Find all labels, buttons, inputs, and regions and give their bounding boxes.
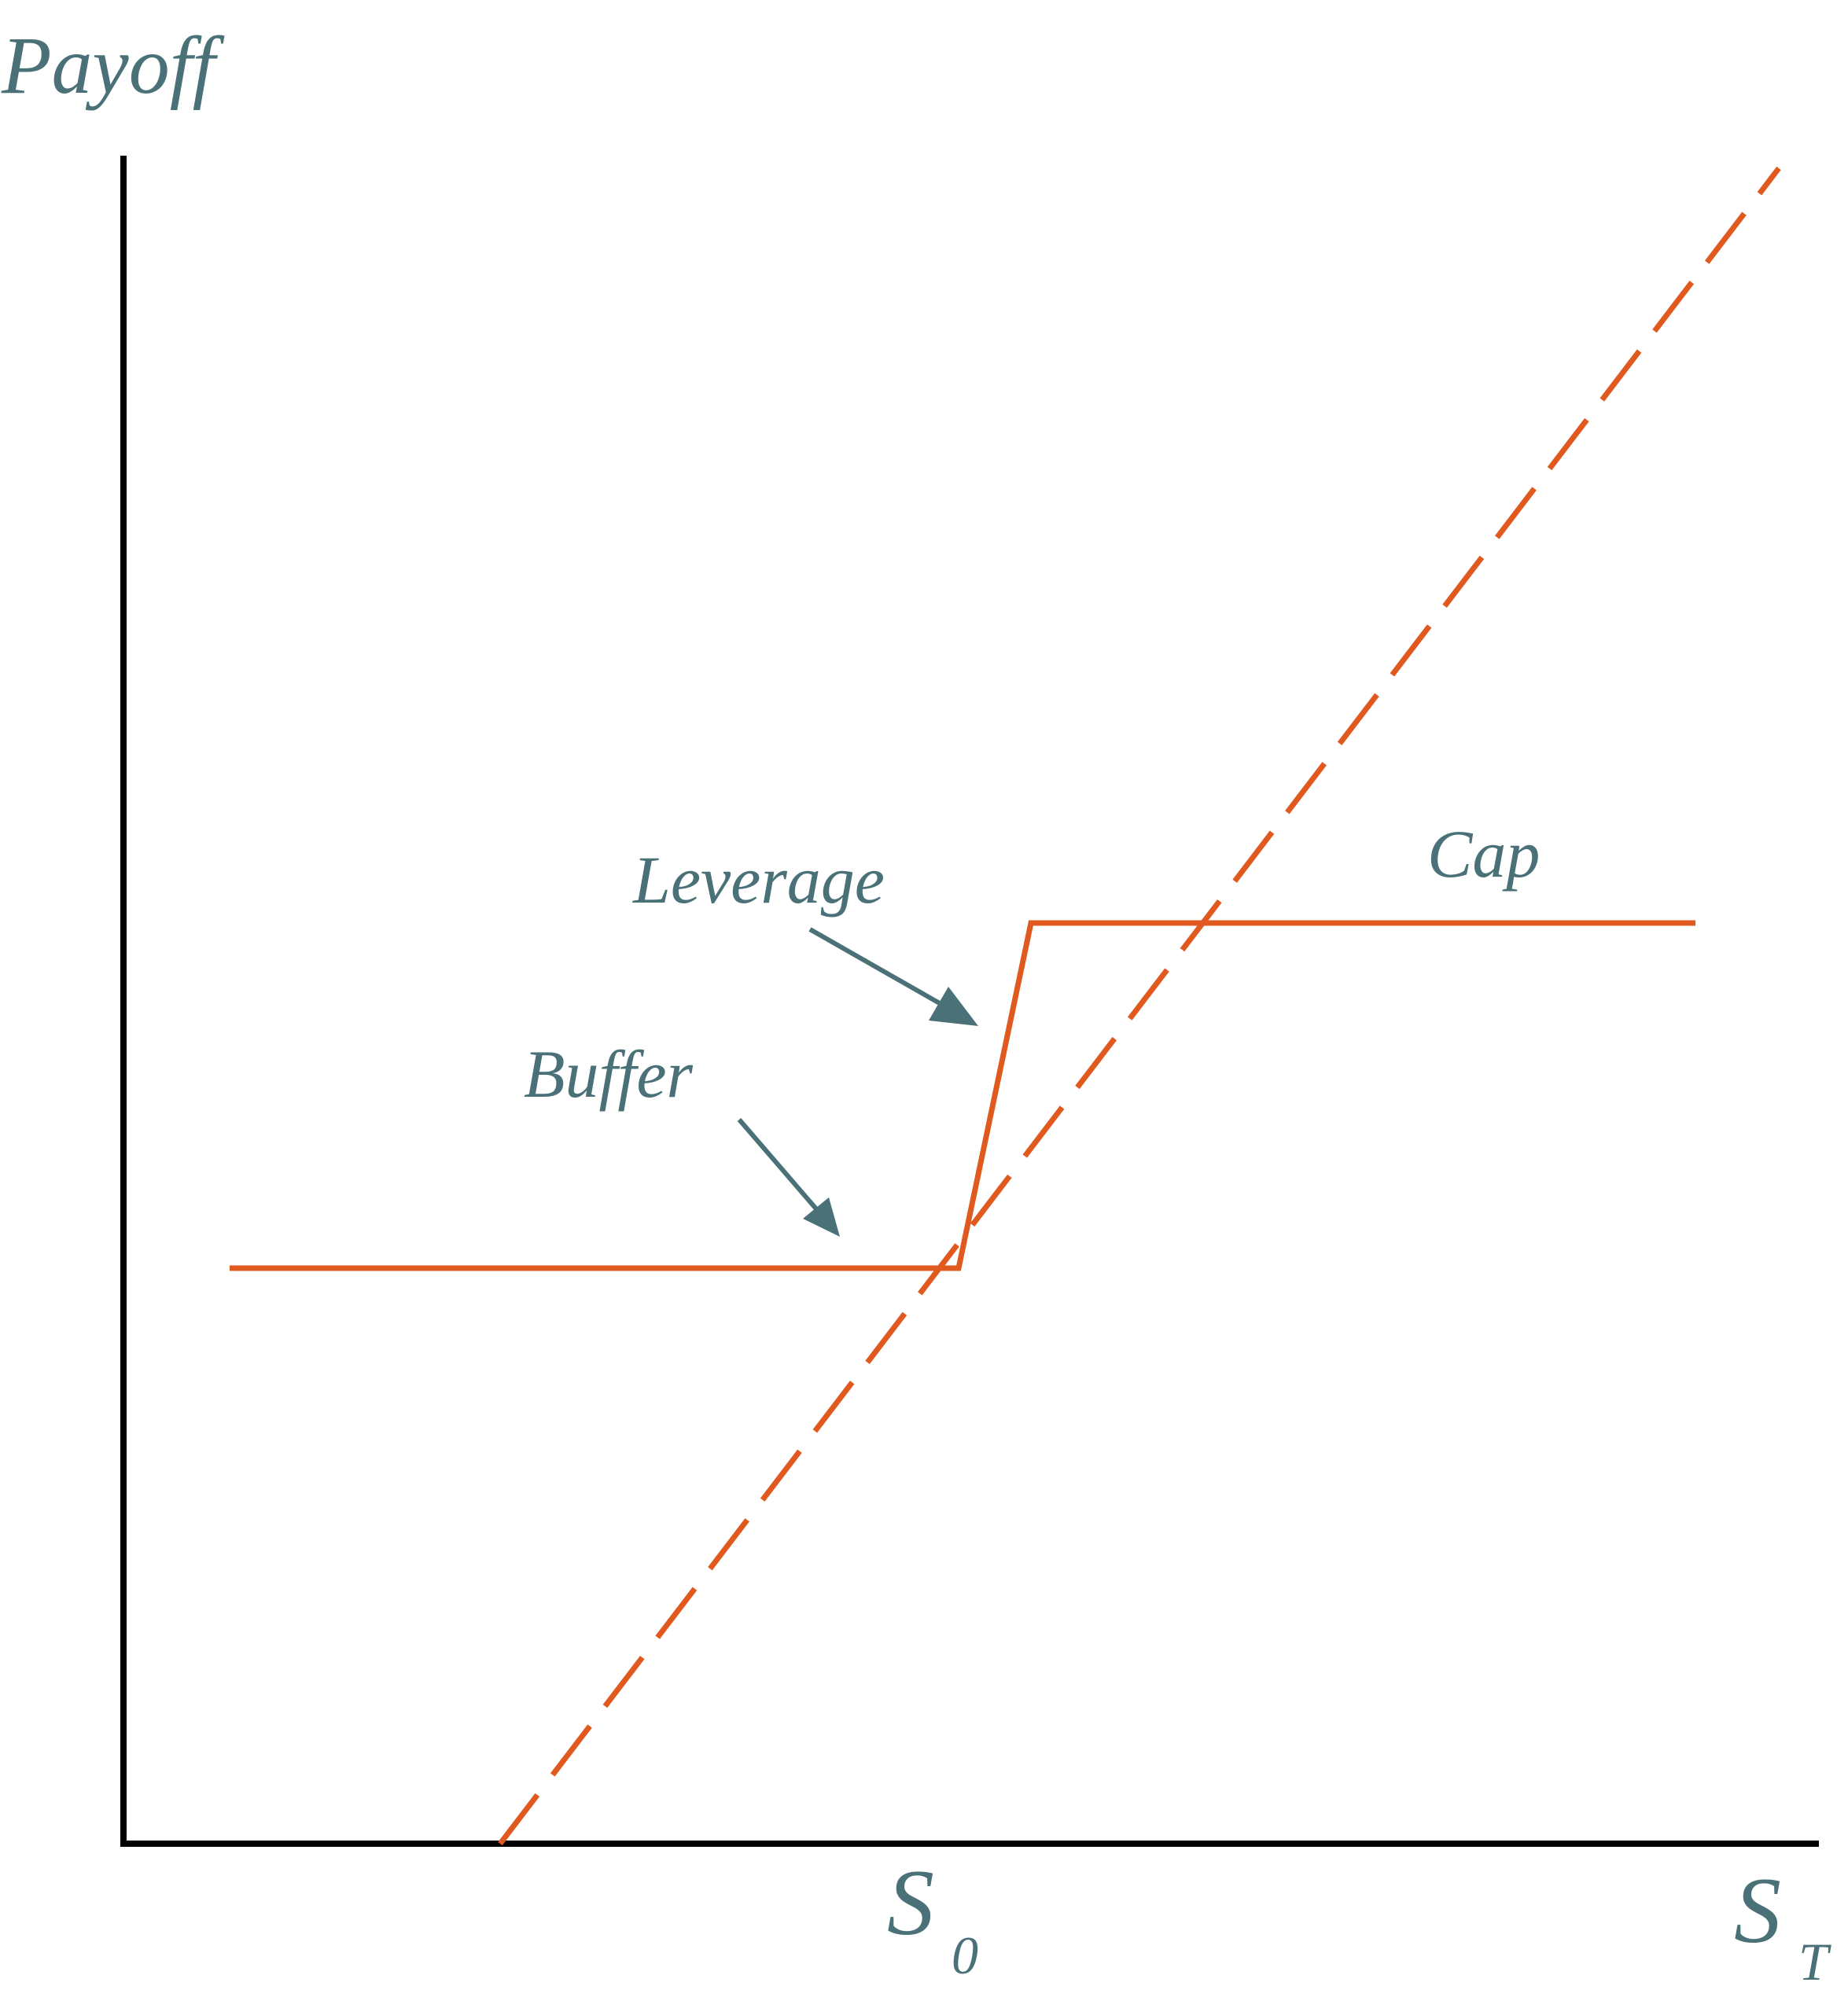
svg-text:0: 0 — [952, 1925, 978, 1985]
cap-label: Cap — [1427, 816, 1540, 892]
svg-text:T: T — [1798, 1932, 1831, 1991]
svg-text:S: S — [1734, 1858, 1781, 1962]
leverage-arrow — [808, 927, 978, 1026]
structured-payoff-line — [230, 920, 1695, 1271]
leverage-label: Leverage — [631, 842, 885, 918]
svg-text:S: S — [887, 1850, 934, 1955]
s0-tick-label: S 0 — [887, 1850, 978, 1985]
y-axis-label: Payoff — [1, 20, 225, 111]
buffer-label: Buffer — [524, 1036, 693, 1112]
x-axis-label: S T — [1734, 1858, 1831, 1991]
buffer-arrow — [737, 1118, 840, 1237]
stock-payoff-dashed-line — [498, 166, 1781, 1846]
